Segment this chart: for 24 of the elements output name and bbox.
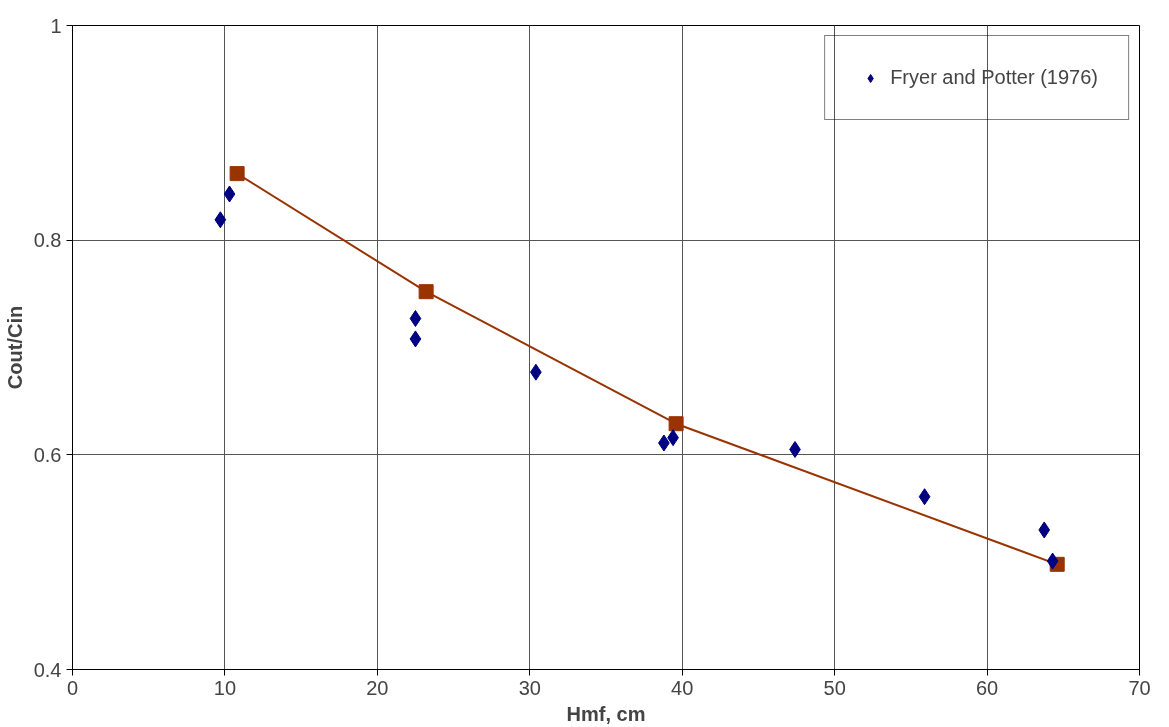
point bbox=[409, 310, 422, 328]
y-tick-label: 0.6 bbox=[33, 443, 62, 466]
x-tick-label: 20 bbox=[366, 676, 389, 699]
point bbox=[223, 185, 236, 203]
y-tick-label: 0.8 bbox=[33, 229, 62, 252]
y-tick-label: 0.4 bbox=[33, 658, 62, 681]
point bbox=[409, 330, 422, 348]
point bbox=[214, 211, 227, 229]
point bbox=[1046, 552, 1059, 570]
x-tick-label: 10 bbox=[213, 676, 237, 699]
x-tick-label: 0 bbox=[66, 676, 79, 699]
point bbox=[668, 416, 684, 432]
point bbox=[418, 284, 434, 300]
x-tick-label: 50 bbox=[823, 676, 846, 699]
point bbox=[229, 166, 245, 182]
y-tick-label: 1 bbox=[50, 14, 62, 37]
x-axis-title: Hmf, cm bbox=[566, 702, 646, 725]
y-axis-title: Cout/Cin bbox=[3, 305, 26, 390]
x-tick-label: 30 bbox=[518, 676, 541, 699]
point bbox=[1038, 521, 1051, 539]
x-tick-label: 60 bbox=[975, 676, 999, 699]
x-tick-label: 40 bbox=[671, 676, 694, 699]
x-tick-label: 70 bbox=[1128, 676, 1151, 699]
point bbox=[918, 488, 931, 506]
